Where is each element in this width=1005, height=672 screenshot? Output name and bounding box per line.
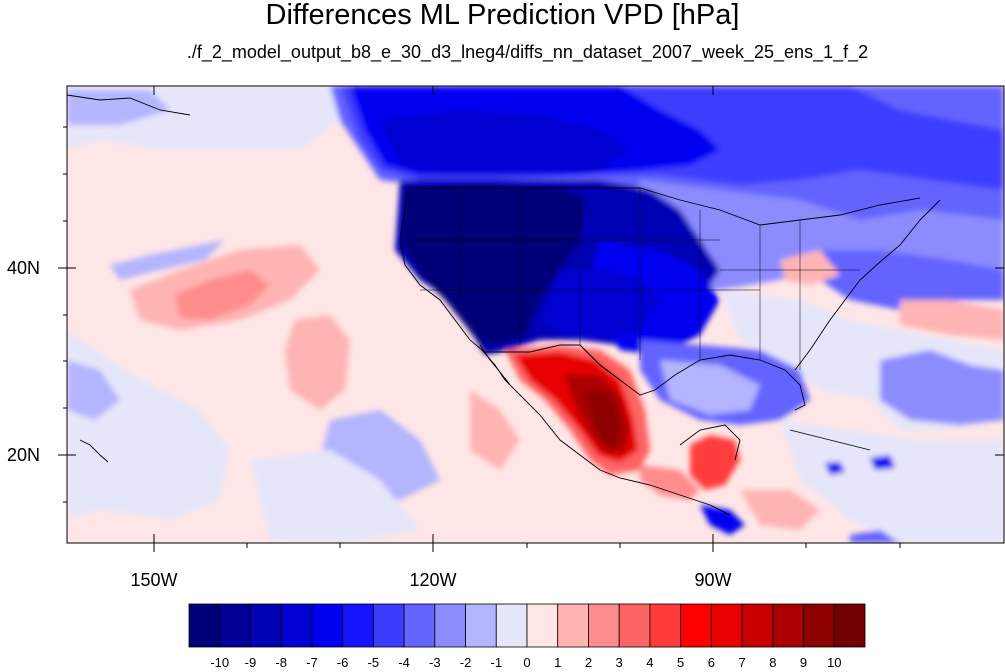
yucatan-coast-line xyxy=(679,424,741,461)
map-title: Differences ML Prediction VPD [hPa] xyxy=(265,0,740,31)
caribbean-blue-spot xyxy=(850,530,900,543)
axis-ticks xyxy=(58,86,1004,552)
colorbar-swatch xyxy=(465,603,497,648)
colorbar-tick-label: 3 xyxy=(615,655,623,670)
caribbean-blue-spot xyxy=(825,462,845,475)
colorbar-tick-label: 8 xyxy=(769,655,777,670)
colorbar-tick-label: 4 xyxy=(646,655,654,670)
colorbar-swatch xyxy=(434,603,466,648)
central-america-blue-region xyxy=(700,505,745,535)
canada-blue-region xyxy=(380,110,630,175)
colorbar-tick-label: -10 xyxy=(210,655,230,670)
us-central-blue-region xyxy=(540,270,660,340)
colorbar-tick-label: -4 xyxy=(398,655,410,670)
colorbar-swatch xyxy=(741,603,774,648)
colorbar-swatch xyxy=(495,603,528,648)
colorbar-swatch xyxy=(680,603,712,648)
colorbar-swatch xyxy=(557,603,589,648)
colorbar-swatch xyxy=(710,603,743,648)
colorbar-tick-label: -1 xyxy=(490,655,503,670)
gulf-light-region xyxy=(660,360,760,415)
longitude-label: 150W xyxy=(130,570,178,590)
east-blue-region xyxy=(820,250,1004,310)
colorbar-swatch xyxy=(618,603,651,648)
colorbar-tick-label: 10 xyxy=(827,655,842,670)
colorbar-swatch xyxy=(526,603,559,648)
pacific-light-blue-patch xyxy=(110,240,225,280)
longitude-label: 90W xyxy=(694,570,732,590)
pacific-pink-patch xyxy=(285,315,350,410)
colorbar-tick-label: 2 xyxy=(584,655,593,670)
central-america-pink-region xyxy=(640,465,700,500)
west-coast-line xyxy=(399,189,731,516)
latitude-label: 40N xyxy=(6,258,40,278)
colorbar-tick-label: -8 xyxy=(275,655,287,670)
colorbar-tick-label: -6 xyxy=(336,655,349,670)
cuba-coast-line xyxy=(789,429,871,451)
pacific-pink-patch xyxy=(470,390,520,470)
colorbar-swatch xyxy=(311,603,344,648)
pacific-light-blue-patch xyxy=(250,450,420,543)
state-borders xyxy=(410,188,860,370)
pacific-red-patch xyxy=(175,270,270,320)
alaska-coast-line xyxy=(67,94,191,116)
latitude-label: 20N xyxy=(6,445,40,465)
mexico-dark-red-region xyxy=(585,390,620,445)
colorbar-swatch xyxy=(342,603,374,648)
map-field xyxy=(67,86,1004,543)
colorbar-swatch xyxy=(588,603,620,648)
colorbar-tick-label: 0 xyxy=(523,655,531,670)
colorbar xyxy=(188,603,866,648)
us-mexico-border xyxy=(485,344,621,381)
colorbar-swatch xyxy=(772,603,804,648)
colorbar-tick-label: 1 xyxy=(554,655,562,670)
longitude-label: 120W xyxy=(409,570,457,590)
colorbar-swatch xyxy=(372,603,405,648)
hawaii-coast-line xyxy=(79,439,109,463)
colorbar-tick-label: 7 xyxy=(738,655,746,670)
east-pink-patch xyxy=(900,300,1004,340)
colorbar-swatch xyxy=(250,603,282,648)
minor-ticks xyxy=(63,126,901,548)
colorbar-tick-label: 9 xyxy=(799,655,808,670)
colorbar-tick-label: -5 xyxy=(367,655,380,670)
colorbar-tick-label: -9 xyxy=(244,655,257,670)
colorbar-tick-label: -2 xyxy=(459,655,472,670)
caribbean-light-region xyxy=(780,420,1004,543)
colorbar-swatch xyxy=(403,603,436,648)
us-northwest-dark-region xyxy=(402,185,585,345)
colorbar-swatch xyxy=(188,603,221,648)
colorbar-swatch xyxy=(649,603,682,648)
colorbar-swatch xyxy=(833,603,866,648)
east-blue-region xyxy=(880,350,1004,425)
colorbar-swatch xyxy=(280,603,313,648)
colorbar-swatch xyxy=(803,603,835,648)
caribbean-blue-spot xyxy=(870,455,895,470)
pacific-light-blue-patch xyxy=(67,330,230,520)
central-america-pink-region xyxy=(740,490,820,530)
pacific-light-blue-patch xyxy=(67,360,120,420)
colorbar-swatch xyxy=(219,603,251,648)
baja-california-line xyxy=(479,344,511,386)
colorbar-tick-label: 5 xyxy=(677,655,685,670)
central-america-red-region xyxy=(690,435,740,490)
east-coast-line xyxy=(794,199,941,371)
east-pink-patch xyxy=(780,250,840,285)
colorbar-tick-label: -7 xyxy=(306,655,318,670)
map-subtitle: ./f_2_model_output_b8_e_30_d3_lneg4/diff… xyxy=(186,42,869,62)
colorbar-tick-label: 6 xyxy=(707,655,715,670)
colorbar-tick-label: -3 xyxy=(429,655,441,670)
